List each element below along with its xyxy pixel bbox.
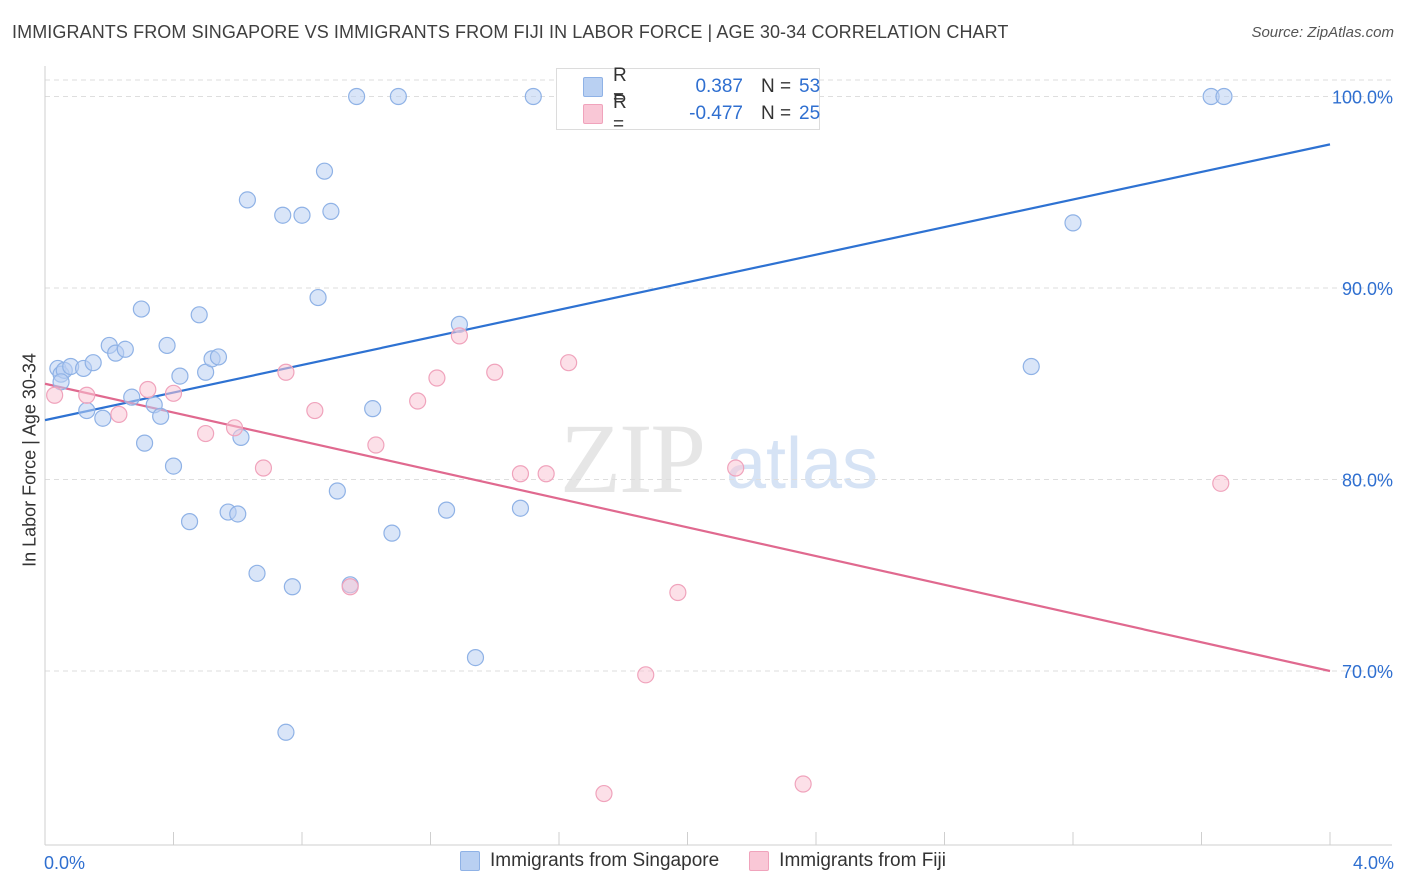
point-fiji: [511, 465, 530, 483]
legend-label-singapore: Immigrants from Singapore: [490, 850, 720, 871]
point-fiji: [1212, 474, 1230, 492]
point-fiji: [486, 363, 504, 381]
stats-r-value: 0.387: [695, 76, 743, 97]
y-tick-label: 100.0%: [1332, 88, 1393, 108]
point-singapore: [209, 348, 228, 366]
point-singapore: [123, 388, 141, 406]
point-fiji: [341, 578, 359, 596]
point-singapore: [180, 513, 199, 531]
point-singapore: [164, 457, 183, 475]
point-singapore: [315, 162, 334, 180]
stats-r-label: R =: [613, 92, 627, 135]
point-fiji: [139, 380, 157, 399]
fiji-swatch: [583, 104, 603, 124]
data-points: [46, 87, 1233, 803]
y-tick-label: 80.0%: [1342, 471, 1393, 491]
point-singapore: [238, 191, 256, 209]
point-singapore: [274, 206, 292, 224]
point-singapore: [132, 300, 150, 318]
watermark-atlas: atlas: [726, 424, 878, 504]
point-fiji: [78, 386, 96, 404]
point-singapore: [171, 367, 189, 385]
point-singapore: [348, 87, 366, 106]
point-singapore: [511, 499, 530, 517]
source-label: Source: ZipAtlas.com: [1251, 24, 1394, 41]
point-singapore: [116, 340, 134, 358]
point-singapore: [364, 400, 382, 418]
trend-line-singapore: [44, 143, 1331, 422]
point-singapore: [524, 87, 542, 106]
gridlines: [45, 79, 1392, 672]
point-singapore: [84, 354, 102, 372]
legend-item-fiji[interactable]: Immigrants from Fiji: [749, 850, 946, 872]
point-singapore: [437, 501, 456, 519]
y-tick-label: 90.0%: [1342, 279, 1393, 299]
point-singapore: [309, 288, 327, 307]
point-fiji: [306, 401, 324, 420]
legend-swatch-singapore: [460, 851, 481, 871]
series-legend: Immigrants from Singapore Immigrants fro…: [0, 850, 1406, 872]
point-fiji: [450, 327, 469, 345]
point-singapore: [190, 306, 208, 324]
stats-n-label: N =: [761, 103, 792, 124]
point-fiji: [637, 666, 655, 684]
singapore-swatch: [583, 77, 603, 97]
trend-lines: [44, 143, 1331, 673]
point-singapore: [135, 434, 154, 452]
stats-n-value: 25: [799, 103, 821, 124]
point-fiji: [669, 583, 687, 602]
point-singapore: [158, 336, 176, 355]
point-singapore: [248, 564, 266, 582]
legend-label-fiji: Immigrants from Fiji: [779, 850, 946, 871]
axes: [44, 66, 1392, 846]
point-singapore: [383, 524, 401, 542]
x-tick-label-max: 4.0%: [1352, 853, 1394, 873]
point-singapore: [152, 407, 170, 425]
point-fiji: [46, 386, 64, 404]
point-singapore: [322, 202, 340, 220]
point-singapore: [229, 505, 247, 523]
point-fiji: [727, 459, 745, 477]
point-singapore: [1064, 214, 1082, 232]
point-singapore: [466, 648, 485, 667]
y-tick-labels: 70.0% 80.0% 90.0% 100.0%: [1332, 88, 1393, 683]
point-singapore: [78, 401, 96, 420]
point-singapore: [389, 87, 407, 106]
stats-r-label: R =: [613, 65, 627, 108]
point-fiji: [560, 354, 578, 372]
point-singapore: [283, 578, 301, 596]
point-singapore: [94, 409, 112, 427]
legend-item-singapore[interactable]: Immigrants from Singapore: [460, 850, 719, 872]
point-fiji: [367, 436, 385, 454]
legend-swatch-fiji: [749, 851, 770, 871]
stats-r-value: -0.477: [689, 103, 743, 124]
watermark: ZIP atlas: [560, 403, 878, 514]
x-tick-label-min: 0.0%: [44, 853, 86, 873]
point-fiji: [254, 459, 273, 477]
point-fiji: [595, 784, 613, 803]
trend-line-fiji: [44, 382, 1331, 673]
point-fiji: [409, 392, 427, 410]
point-singapore: [1215, 87, 1233, 106]
y-axis-label: In Labor Force | Age 30-34: [19, 353, 40, 567]
point-fiji: [225, 419, 244, 437]
point-fiji: [794, 775, 812, 793]
point-fiji: [110, 405, 128, 423]
stats-n-value: 53: [799, 76, 821, 97]
stats-n-label: N =: [761, 76, 792, 97]
point-fiji: [277, 363, 295, 381]
point-fiji: [428, 369, 446, 387]
point-fiji: [537, 465, 555, 483]
point-singapore: [328, 482, 346, 500]
stats-legend-box: R = 0.387 N = 53 R = -0.477 N = 25: [556, 65, 821, 135]
point-singapore: [277, 723, 295, 741]
point-fiji: [164, 384, 183, 402]
y-tick-label: 70.0%: [1342, 662, 1393, 682]
point-singapore: [293, 206, 311, 224]
point-singapore: [1022, 357, 1040, 376]
watermark-zip: ZIP: [560, 403, 704, 514]
chart-title: IMMIGRANTS FROM SINGAPORE VS IMMIGRANTS …: [12, 22, 1009, 42]
point-fiji: [197, 424, 215, 443]
